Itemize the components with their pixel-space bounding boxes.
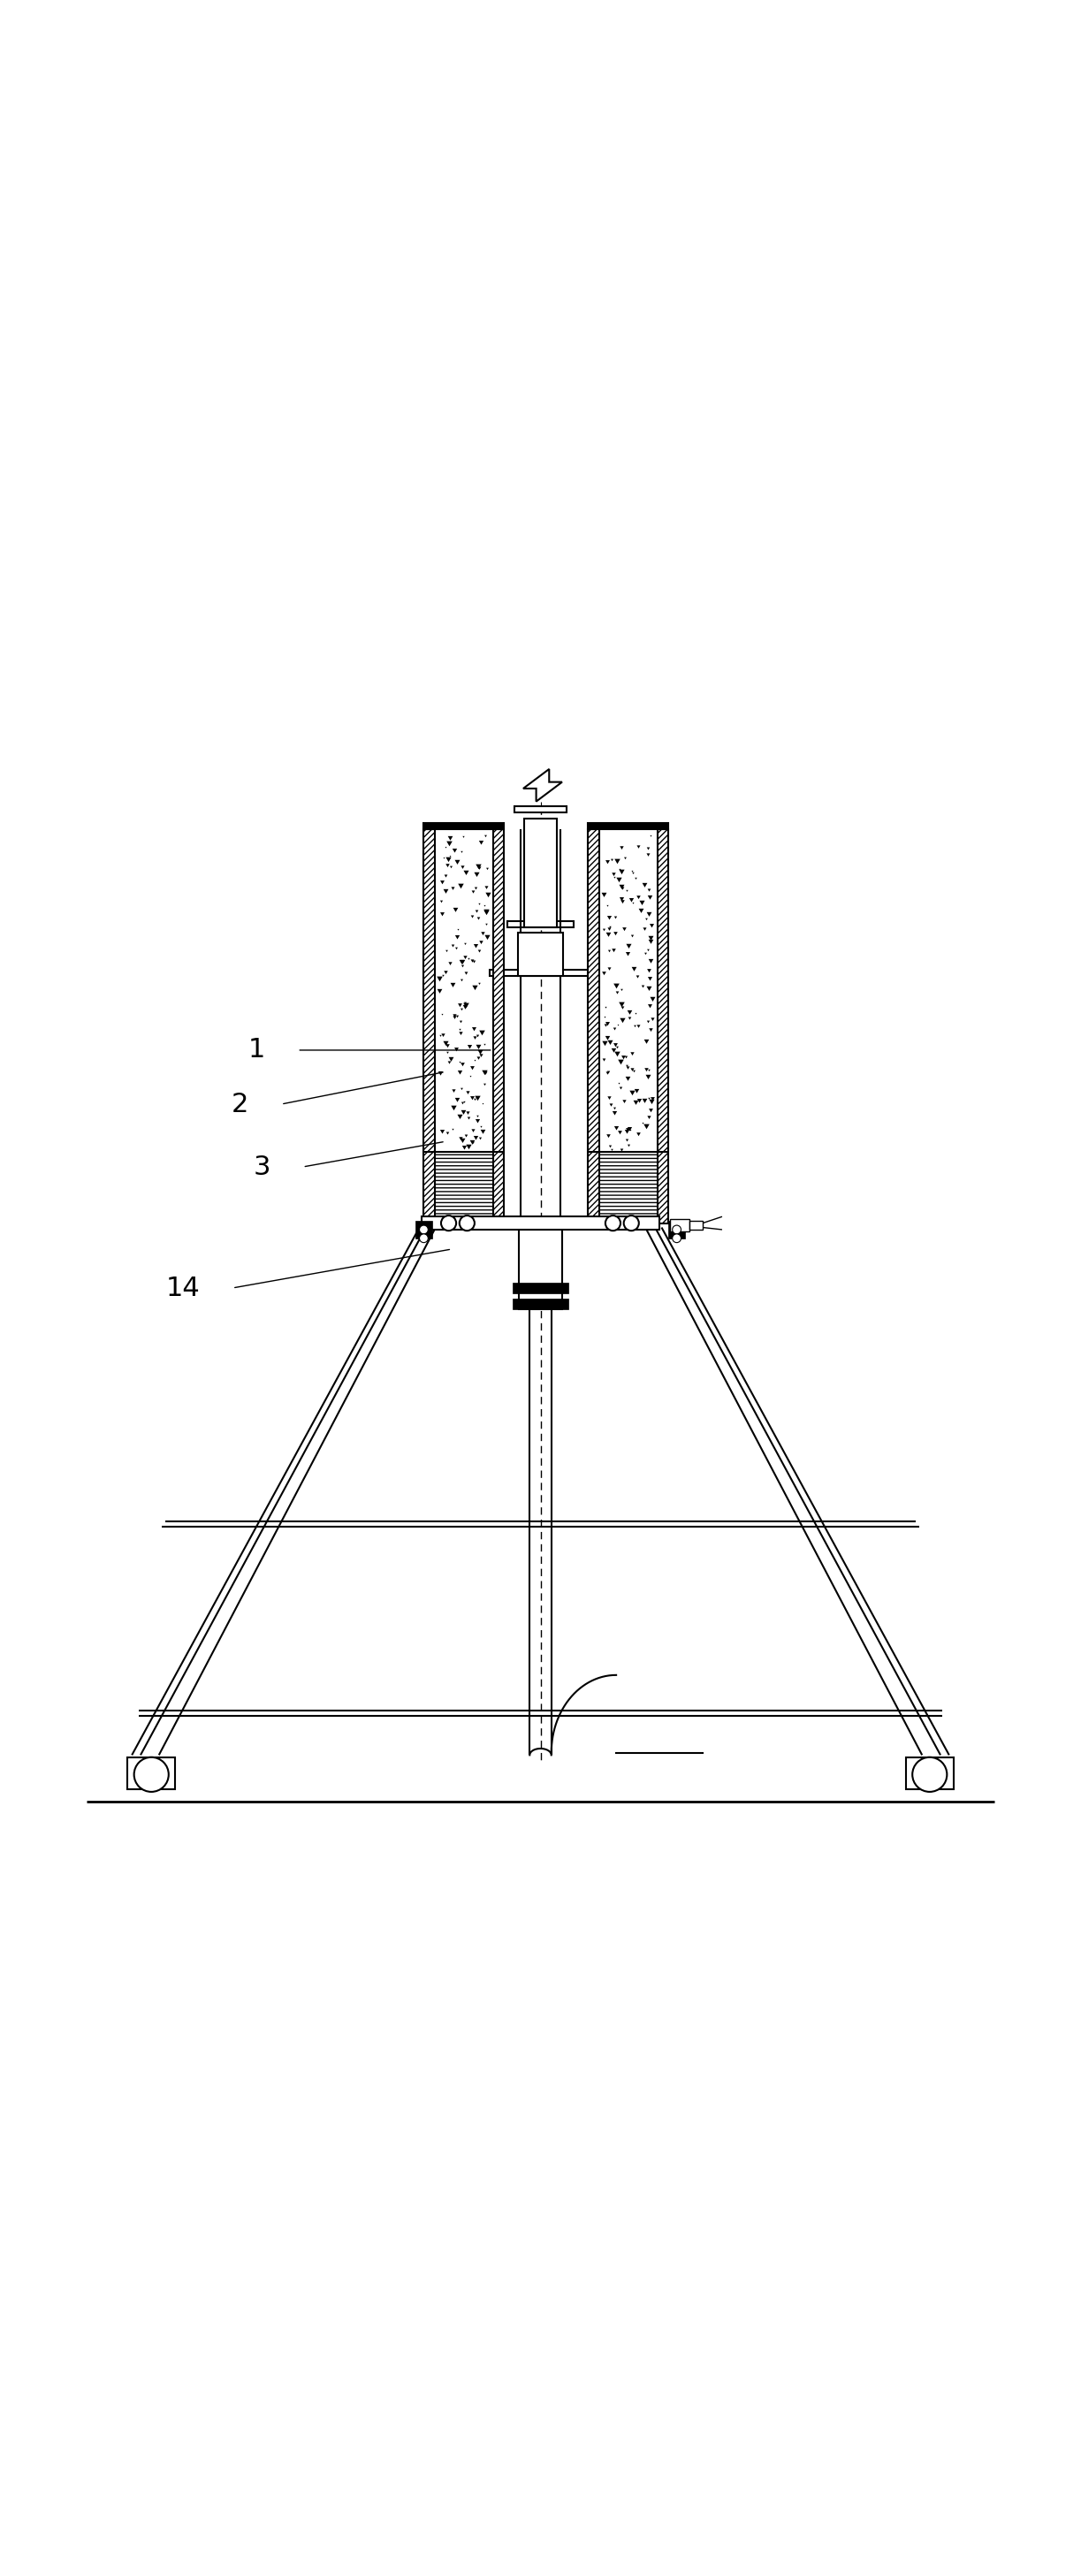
Bar bbox=[507, 922, 574, 927]
Circle shape bbox=[672, 1234, 681, 1242]
Bar bbox=[128, 1757, 175, 1790]
Bar bbox=[588, 829, 599, 1224]
Bar bbox=[670, 1218, 690, 1231]
Bar bbox=[490, 971, 591, 976]
Bar bbox=[524, 819, 557, 927]
Bar bbox=[493, 829, 504, 1224]
Bar bbox=[599, 1151, 657, 1224]
Bar bbox=[657, 829, 668, 1224]
Circle shape bbox=[419, 1234, 428, 1242]
Circle shape bbox=[459, 1216, 475, 1231]
Bar bbox=[435, 829, 493, 1151]
Bar bbox=[519, 1229, 562, 1309]
Bar bbox=[599, 829, 657, 1151]
Bar bbox=[588, 824, 668, 829]
Text: 2: 2 bbox=[231, 1092, 249, 1118]
Text: 1: 1 bbox=[248, 1038, 265, 1064]
Bar bbox=[424, 824, 504, 829]
Bar bbox=[435, 1151, 493, 1224]
Polygon shape bbox=[523, 770, 562, 801]
Bar bbox=[515, 806, 566, 811]
Circle shape bbox=[134, 1757, 169, 1793]
Circle shape bbox=[672, 1226, 681, 1234]
Bar bbox=[415, 1221, 432, 1239]
Circle shape bbox=[624, 1216, 639, 1231]
Bar bbox=[424, 829, 435, 1224]
Circle shape bbox=[441, 1216, 456, 1231]
Text: 14: 14 bbox=[165, 1275, 200, 1301]
Circle shape bbox=[605, 1216, 620, 1231]
Bar bbox=[690, 1221, 703, 1229]
Bar bbox=[512, 1298, 569, 1309]
Circle shape bbox=[419, 1226, 428, 1234]
Bar bbox=[668, 1221, 685, 1239]
Bar bbox=[422, 1216, 659, 1229]
Circle shape bbox=[912, 1757, 947, 1793]
Bar bbox=[512, 1283, 569, 1293]
Text: 3: 3 bbox=[253, 1154, 270, 1180]
Bar bbox=[906, 1757, 953, 1790]
Bar bbox=[518, 933, 563, 976]
